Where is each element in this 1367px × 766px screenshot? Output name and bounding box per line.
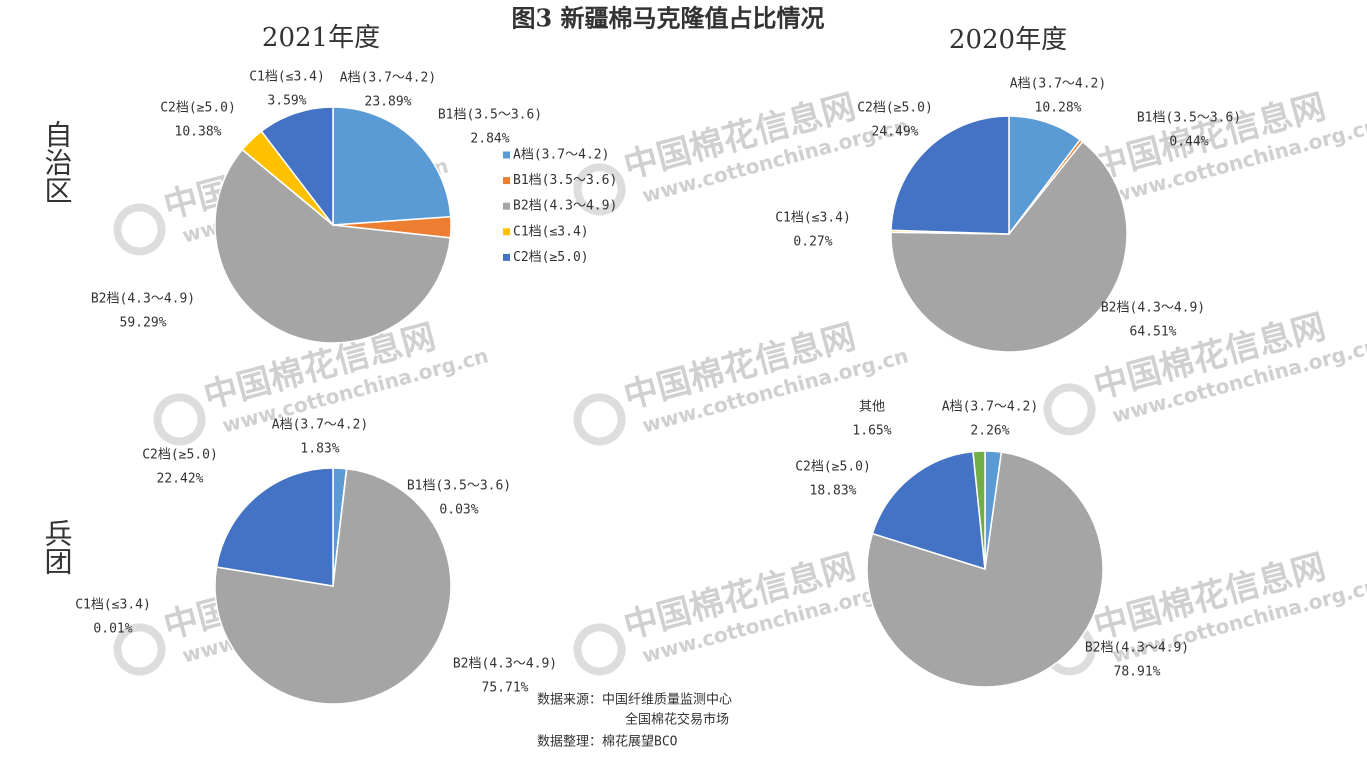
slice-label: C2档(≥5.0) <box>795 460 871 475</box>
pie-slice <box>890 115 1010 235</box>
pie-slice <box>890 140 1128 353</box>
slice-value-label: 64.51% <box>1130 325 1177 340</box>
legend-label: A档(3.7～4.2) <box>513 148 609 163</box>
watermark-logo <box>153 393 206 446</box>
pie-slice <box>1008 115 1082 237</box>
slice-value-label: 0.03% <box>439 503 478 518</box>
slice-label: A档(3.7～4.2) <box>942 400 1038 415</box>
slice-value-label: 59.29% <box>120 316 167 331</box>
legend-label: B1档(3.5～3.6) <box>513 173 617 188</box>
slice-value-label: 1.65% <box>852 424 891 439</box>
slice-value-label: 22.42% <box>157 472 204 487</box>
slice-value-label: 3.59% <box>267 94 306 109</box>
slice-label: B1档(3.5～3.6) <box>1137 111 1241 126</box>
slice-label: C1档(≤3.4) <box>775 211 851 226</box>
slice-value-label: 1.83% <box>300 442 339 457</box>
legend-label: C2档(≥5.0) <box>513 250 589 265</box>
column-title: 2020年度 <box>949 25 1067 55</box>
pie-slice <box>260 106 334 228</box>
slice-label: 其他 <box>859 400 885 415</box>
slice-value-label: 10.38% <box>175 125 222 140</box>
slice-label: C1档(≤3.4) <box>75 598 151 613</box>
row-title: 兵团 <box>41 519 74 575</box>
legend-swatch <box>503 202 510 210</box>
slice-value-label: 75.71% <box>482 681 529 696</box>
watermark-logo <box>573 623 626 676</box>
slice-value-label: 24.49% <box>872 125 919 140</box>
slice-value-label: 2.84% <box>470 132 509 147</box>
source-text: 数据来源：中国纤维质量监测中心 <box>537 693 732 708</box>
pie-slice <box>871 450 986 571</box>
slice-value-label: 2.26% <box>970 424 1009 439</box>
slice-value-label: 18.83% <box>810 484 857 499</box>
watermark-logo <box>573 163 626 216</box>
source-text: 全国棉花交易市场 <box>625 712 729 728</box>
pie-slice <box>332 106 452 226</box>
slice-label: A档(3.7～4.2) <box>340 71 436 86</box>
legend-swatch <box>503 151 510 159</box>
slice-label: C2档(≥5.0) <box>857 101 933 116</box>
pie-slice <box>972 450 986 570</box>
slice-value-label: 23.89% <box>365 95 412 110</box>
slice-value-label: 78.91% <box>1114 665 1161 680</box>
slice-label: C2档(≥5.0) <box>160 101 236 116</box>
slice-label: B1档(3.5～3.6) <box>438 108 542 123</box>
slice-value-label: 10.28% <box>1035 101 1082 116</box>
slice-label: B2档(4.3～4.9) <box>91 292 195 307</box>
legend-label: B2档(4.3～4.9) <box>513 199 617 214</box>
slice-label: C1档(≤3.4) <box>249 70 325 85</box>
slice-value-label: 0.01% <box>93 622 132 637</box>
watermark-logo <box>113 623 166 676</box>
pie-slice <box>214 148 452 344</box>
slice-label: B2档(4.3～4.9) <box>1085 641 1189 656</box>
legend-swatch <box>503 177 510 185</box>
slice-value-label: 0.27% <box>793 235 832 250</box>
legend-label: C1档(≤3.4) <box>513 224 589 239</box>
column-title: 2021年度 <box>262 23 380 53</box>
source-text: 数据整理：棉花展望BCO <box>537 734 678 750</box>
slice-label: B2档(4.3～4.9) <box>1101 301 1205 316</box>
pie-slice <box>215 467 334 587</box>
slice-value-label: 0.44% <box>1169 135 1208 150</box>
slice-label: B2档(4.3～4.9) <box>453 657 557 672</box>
slice-label: A档(3.7～4.2) <box>272 418 368 433</box>
watermark-logo <box>113 203 166 256</box>
legend-swatch <box>503 228 510 236</box>
row-title: 自治区 <box>41 120 74 204</box>
chart-title: 图3 新疆棉马克隆值占比情况 <box>511 4 824 33</box>
slice-label: B1档(3.5～3.6) <box>407 479 511 494</box>
legend-swatch <box>503 253 510 261</box>
watermark-logo <box>573 393 626 446</box>
watermark-logo <box>1043 383 1096 436</box>
slice-label: A档(3.7～4.2) <box>1010 77 1106 92</box>
slice-label: C2档(≥5.0) <box>142 448 218 463</box>
